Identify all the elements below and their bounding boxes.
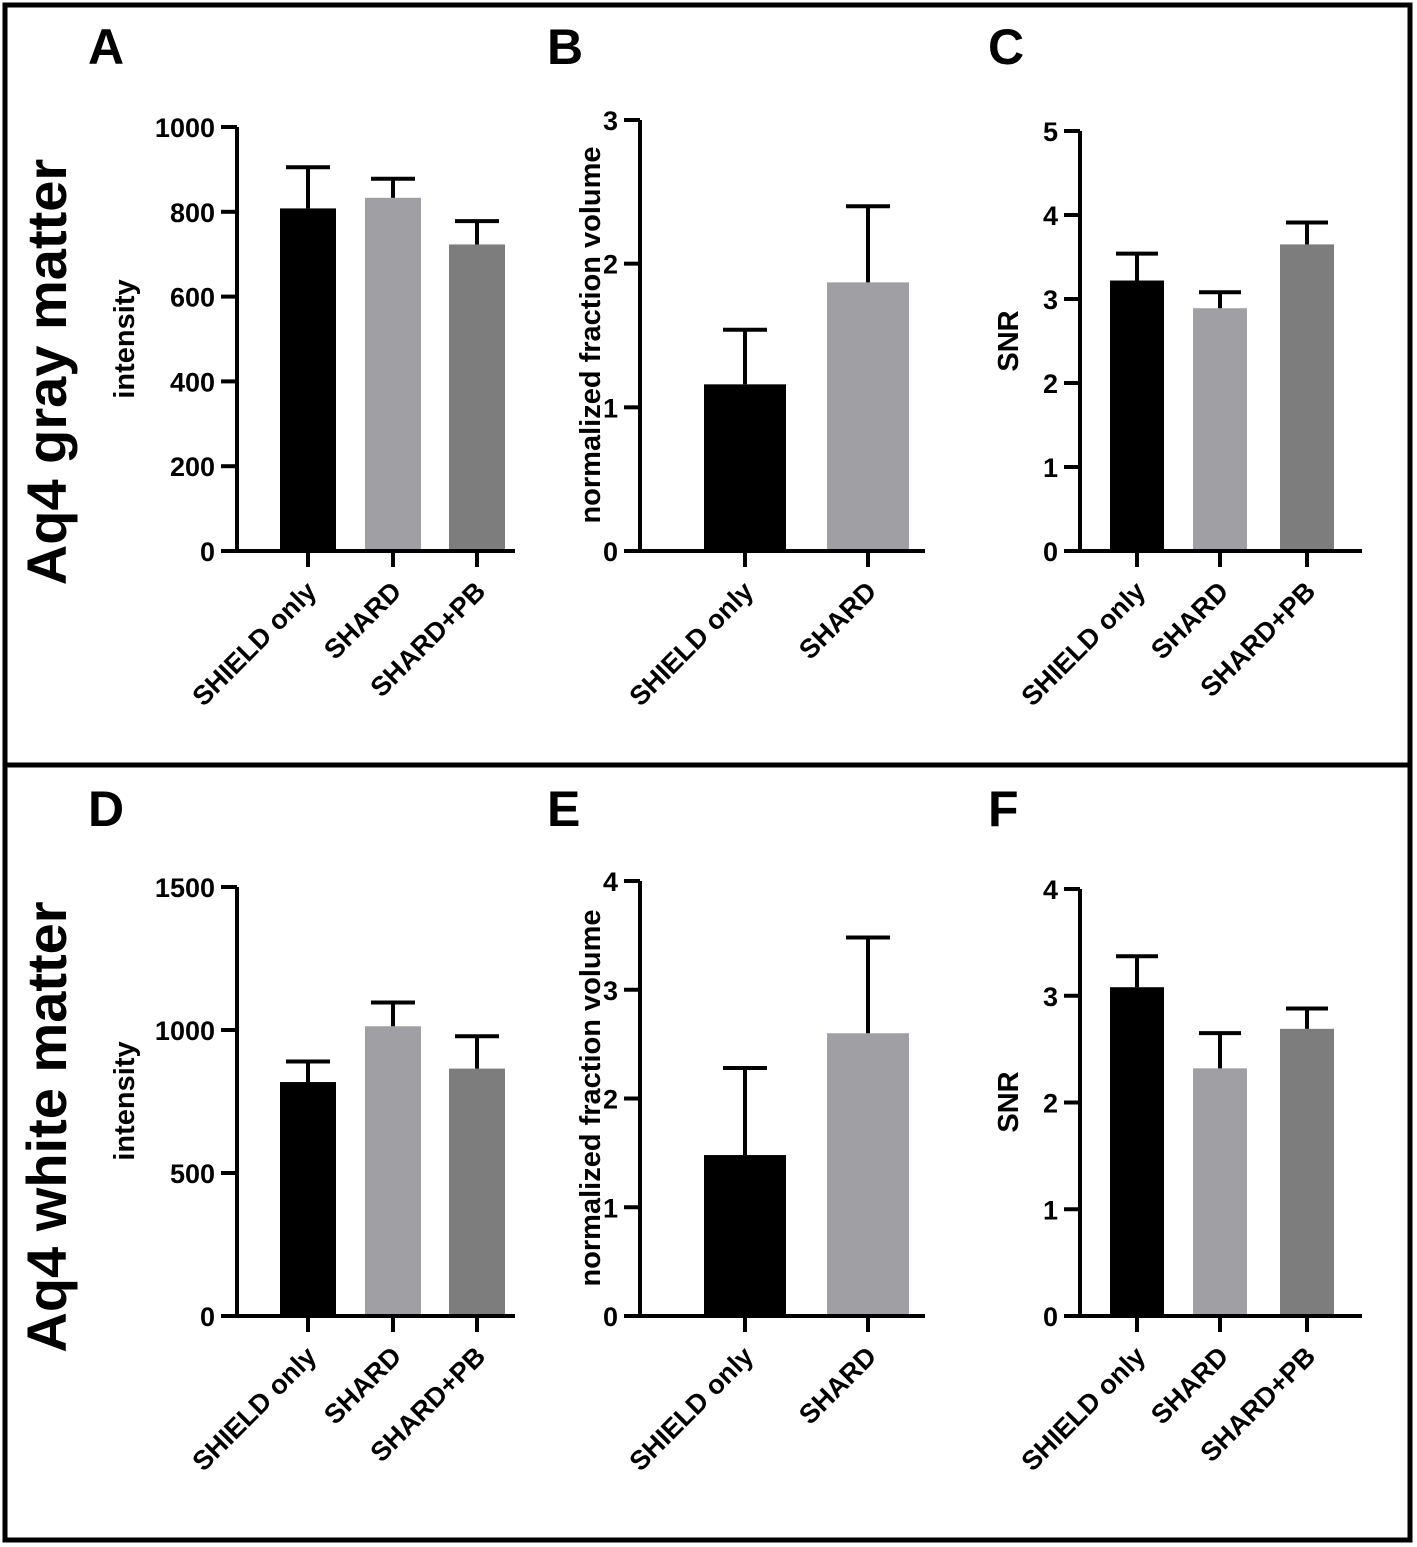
y-axis-label-b: normalized fraction volume	[575, 146, 607, 523]
y-axis-label-d: intensity	[109, 1041, 141, 1160]
y-tick-label-a-5: 1000	[155, 113, 215, 143]
x-tick-label-e-2: SHARD	[793, 1341, 882, 1430]
bar-b-1	[704, 384, 786, 551]
x-tick-label-c-2: SHARD	[1145, 576, 1234, 665]
bar-b-2	[827, 282, 909, 551]
bottom-section-frame	[2, 762, 1413, 1543]
bar-c-2	[1193, 308, 1247, 551]
y-axis-label-f: SNR	[993, 1071, 1025, 1132]
x-tick-label-c-1: SHIELD only	[1015, 576, 1151, 712]
bar-c-3	[1280, 244, 1334, 551]
y-tick-label-f-4: 4	[1043, 875, 1058, 905]
bar-f-2	[1193, 1068, 1247, 1316]
y-tick-label-b-3: 3	[603, 106, 618, 136]
x-tick-label-f-2: SHARD	[1145, 1341, 1234, 1430]
y-axis-label-e: normalized fraction volume	[575, 909, 607, 1286]
y-tick-label-b-0: 0	[603, 537, 618, 567]
y-tick-label-a-2: 400	[170, 367, 215, 397]
bar-e-1	[704, 1155, 786, 1316]
row-label-top: Aq4 gray matter	[15, 159, 78, 585]
row-label-bottom: Aq4 white matter	[15, 901, 78, 1352]
y-tick-label-a-4: 800	[170, 198, 215, 228]
panel-letter-f: F	[988, 781, 1019, 837]
y-tick-label-b-1: 1	[603, 393, 618, 423]
bar-a-3	[449, 244, 505, 551]
panel-letter-b: B	[547, 19, 583, 75]
y-tick-label-e-2: 2	[603, 1085, 618, 1115]
panel-letter-a: A	[88, 19, 124, 75]
y-tick-label-d-2: 1000	[155, 1016, 215, 1046]
y-tick-label-c-5: 5	[1043, 117, 1058, 147]
y-tick-label-d-0: 0	[200, 1302, 215, 1332]
y-tick-label-a-0: 0	[200, 537, 215, 567]
bar-a-2	[365, 197, 421, 552]
y-tick-label-f-0: 0	[1043, 1302, 1058, 1332]
bar-e-2	[827, 1033, 909, 1316]
bar-c-1	[1110, 280, 1164, 551]
panel-letter-c: C	[988, 19, 1024, 75]
y-axis-label-c: SNR	[993, 310, 1025, 371]
bar-d-2	[365, 1026, 421, 1316]
panel-letter-d: D	[88, 781, 124, 837]
x-tick-label-e-1: SHIELD only	[623, 1341, 759, 1477]
y-tick-label-d-1: 500	[170, 1159, 215, 1189]
y-tick-label-e-3: 3	[603, 976, 618, 1006]
y-tick-label-f-2: 2	[1043, 1089, 1058, 1119]
x-tick-label-d-1: SHIELD only	[186, 1341, 322, 1477]
y-axis-label-a: intensity	[109, 279, 141, 398]
y-tick-label-e-1: 1	[603, 1193, 618, 1223]
y-tick-label-e-0: 0	[603, 1302, 618, 1332]
y-tick-label-f-3: 3	[1043, 982, 1058, 1012]
y-tick-label-c-3: 3	[1043, 285, 1058, 315]
y-tick-label-a-1: 200	[170, 452, 215, 482]
y-tick-label-b-2: 2	[603, 250, 618, 280]
panel-letter-e: E	[547, 781, 580, 837]
y-tick-label-c-1: 1	[1043, 453, 1058, 483]
bar-d-1	[280, 1082, 336, 1316]
y-tick-label-f-1: 1	[1043, 1195, 1058, 1225]
y-tick-label-d-3: 1500	[155, 873, 215, 903]
y-tick-label-c-4: 4	[1043, 201, 1058, 231]
bar-f-3	[1280, 1028, 1334, 1316]
x-tick-label-a-1: SHIELD only	[186, 576, 322, 712]
x-tick-label-f-1: SHIELD only	[1015, 1341, 1151, 1477]
y-tick-label-c-0: 0	[1043, 537, 1058, 567]
y-tick-label-c-2: 2	[1043, 369, 1058, 399]
y-tick-label-e-4: 4	[603, 867, 618, 897]
bar-f-1	[1110, 987, 1164, 1316]
bar-d-3	[449, 1068, 505, 1316]
x-tick-label-b-1: SHIELD only	[623, 576, 759, 712]
bar-a-1	[280, 208, 336, 551]
x-tick-label-b-2: SHARD	[793, 576, 882, 665]
y-tick-label-a-3: 600	[170, 283, 215, 313]
